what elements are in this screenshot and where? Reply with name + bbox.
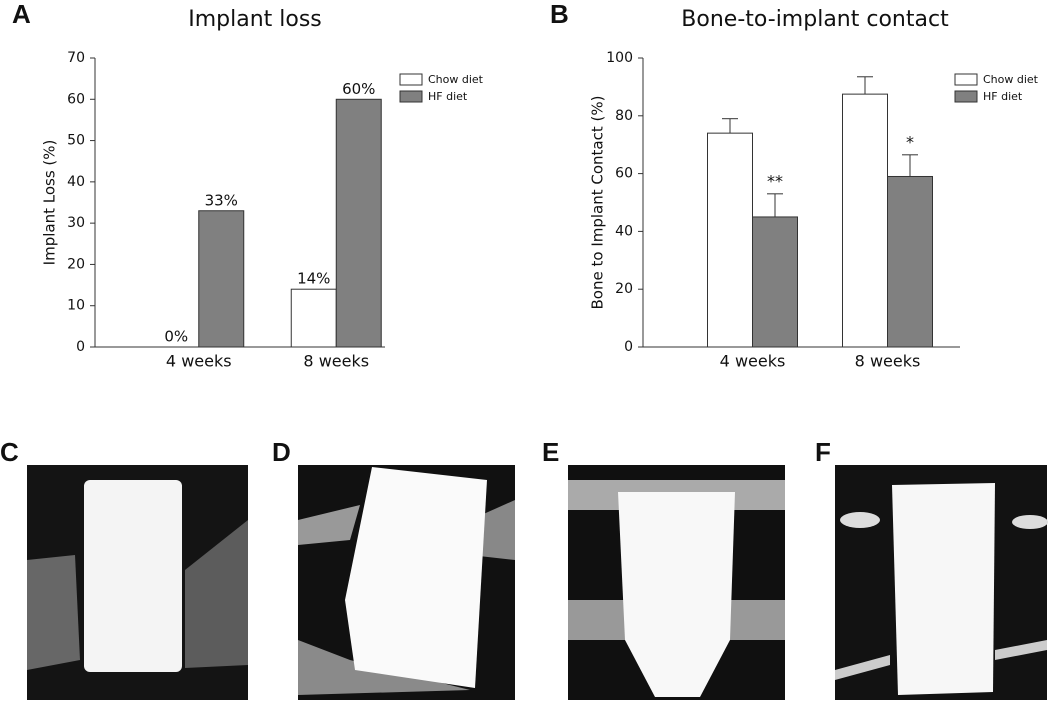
y-tick-label: 40: [615, 223, 633, 239]
chart-panel: B Bone-to-implant contact Bone to Implant …: [550, 0, 1039, 371]
micro-ct-images: [27, 465, 1048, 700]
value-label: 33%: [205, 191, 238, 209]
significance-marker: *: [906, 132, 914, 151]
y-tick-label: 60: [615, 166, 633, 182]
panel-letter: E: [542, 437, 559, 467]
y-axis-label: Bone to Implant Contact (%): [589, 96, 607, 310]
image-d: [298, 465, 515, 700]
panel-letter: B: [550, 0, 569, 29]
y-tick-label: 20: [615, 281, 633, 297]
y-tick-label: 100: [606, 50, 633, 66]
image-c: [27, 465, 248, 700]
bar: [198, 210, 245, 348]
bar: [887, 175, 933, 348]
legend-label: Chow diet: [428, 73, 484, 86]
chart-title: Bone-to-implant contact: [681, 7, 949, 32]
panel-letter: A: [12, 0, 31, 29]
chart-title: Implant loss: [188, 7, 322, 32]
legend-swatch: [399, 73, 423, 86]
y-tick-label: 0: [624, 339, 633, 355]
x-tick-label: 4 weeks: [720, 352, 786, 371]
significance-marker: **: [767, 171, 783, 190]
y-tick-label: 80: [615, 108, 633, 124]
legend-swatch: [399, 90, 423, 103]
bar: [335, 98, 382, 348]
panel-letter: C: [0, 437, 19, 467]
legend-label: Chow diet: [983, 73, 1039, 86]
value-label: 60%: [342, 80, 375, 98]
bar: [290, 288, 337, 348]
y-tick-label: 20: [67, 256, 85, 272]
y-tick-label: 10: [67, 298, 85, 314]
panel-letter: F: [815, 437, 831, 467]
y-tick-label: 40: [67, 174, 85, 190]
x-tick-label: 4 weeks: [166, 352, 232, 371]
y-tick-label: 70: [67, 50, 85, 66]
legend-label: HF diet: [983, 90, 1023, 103]
legend-swatch: [954, 73, 978, 86]
y-tick-label: 60: [67, 91, 85, 107]
legend-label: HF diet: [428, 90, 468, 103]
image-f: [835, 465, 1048, 700]
value-label: 14%: [297, 270, 330, 288]
panel-letter: D: [272, 437, 291, 467]
y-tick-label: 0: [76, 339, 85, 355]
bar: [842, 93, 888, 348]
x-tick-label: 8 weeks: [303, 352, 369, 371]
y-axis-label: Implant Loss (%): [41, 140, 59, 266]
bar: [707, 132, 753, 348]
x-tick-label: 8 weeks: [855, 352, 921, 371]
y-tick-label: 50: [67, 133, 85, 149]
value-label: 0%: [164, 328, 188, 346]
image-e: [568, 465, 785, 700]
legend-swatch: [954, 90, 978, 103]
bar: [752, 216, 798, 348]
chart-panel: A Implant loss Implant Loss (%) 0 10 20 30 40 50…: [12, 0, 484, 371]
y-tick-label: 30: [67, 215, 85, 231]
